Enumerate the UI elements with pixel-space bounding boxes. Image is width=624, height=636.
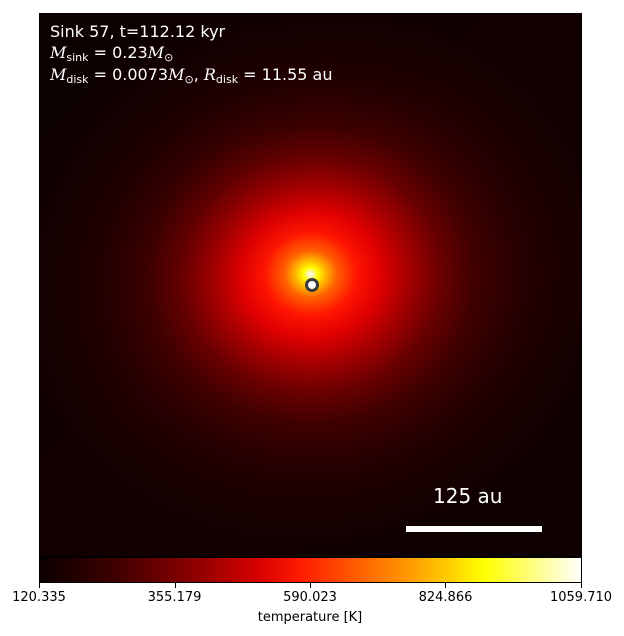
colorbar-tick-label: 1059.710: [549, 590, 613, 605]
sink-mass-value: 0.23: [112, 43, 148, 62]
colorbar-tick: [39, 583, 40, 588]
disk-radius-value: 11.55: [261, 65, 308, 84]
colorbar-tick-label: 590.023: [283, 590, 337, 605]
colorbar-tick: [310, 583, 311, 588]
colorbar-tick: [174, 583, 176, 588]
colorbar-tick-label: 355.179: [147, 590, 202, 605]
disk-properties-label: Mdisk = 0.0073M⊙, Rdisk = 11.55 au: [50, 65, 333, 86]
colorbar-tick-label: 824.866: [418, 590, 473, 605]
disk-mass-value: 0.0073: [112, 65, 169, 84]
colorbar-tick: [581, 583, 582, 588]
disk-radius-unit: au: [312, 65, 333, 84]
sink-mass-label: Msink = 0.23M⊙: [50, 43, 174, 64]
scale-bar-label: 125 au: [433, 484, 503, 508]
colorbar-tick-label: 120.335: [12, 590, 66, 605]
disk-mass-unit: M: [168, 65, 185, 84]
sink-mass-unit: M: [147, 43, 165, 62]
colorbar: [39, 557, 582, 583]
scale-bar: [406, 526, 542, 532]
sink-marker: [305, 278, 319, 292]
temperature-map: Sink 57, t=112.12 kyr Msink = 0.23M⊙ Mdi…: [39, 13, 582, 557]
colorbar-label: temperature [K]: [257, 610, 363, 625]
sink-title: Sink 57, t=112.12 kyr: [50, 22, 226, 41]
colorbar-tick: [445, 583, 447, 588]
